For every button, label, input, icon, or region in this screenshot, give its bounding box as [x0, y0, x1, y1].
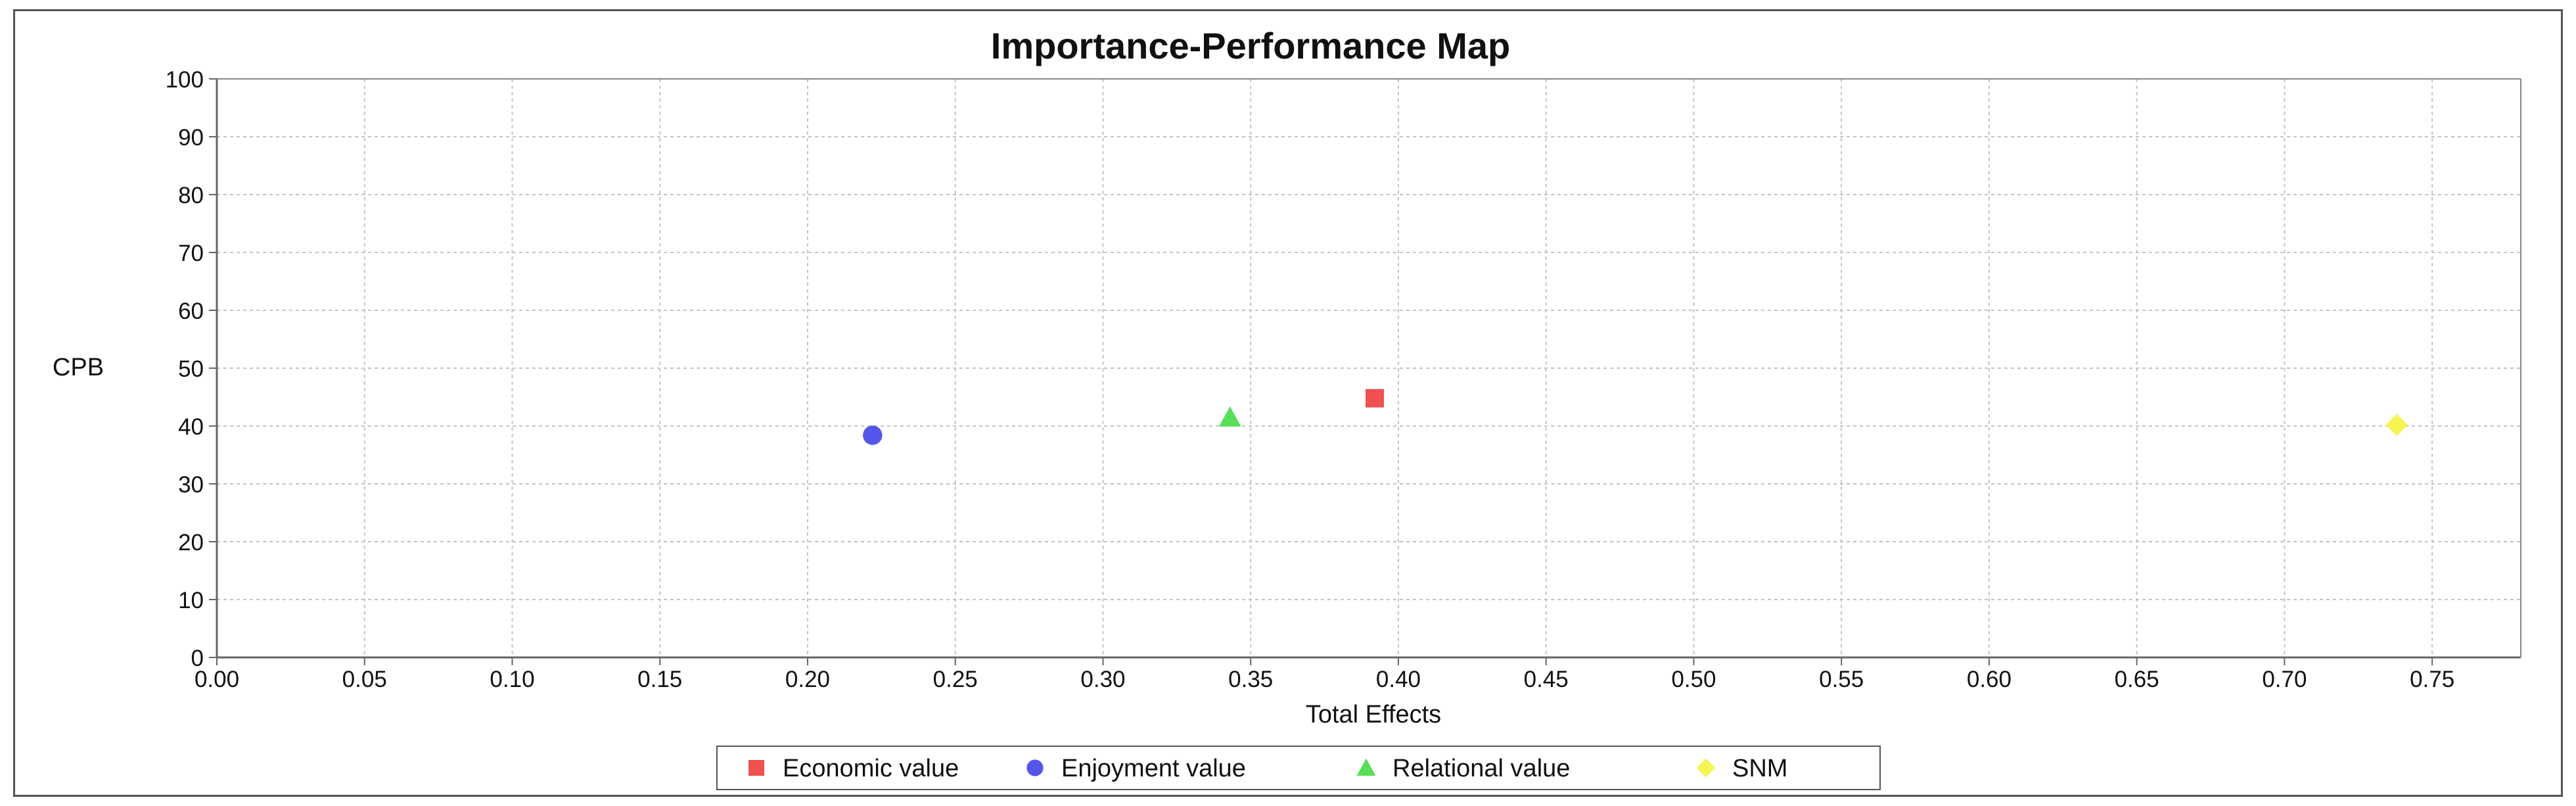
- legend-label-snm: SNM: [1732, 755, 1787, 782]
- chart-frame: Importance-Performance Map 0 10 20 30 40 50 60…: [13, 9, 2563, 797]
- x-tick-label: 0.45: [1524, 667, 1569, 692]
- plot-area: 0 10 20 30 40 50 60 70 80 90 100 0.00 0.05 0.10 0.15 0.…: [166, 67, 2521, 692]
- legend-marker-relational-value: [1356, 758, 1376, 776]
- y-tick-label: 100: [166, 67, 204, 93]
- chart-title: Importance-Performance Map: [991, 25, 1510, 66]
- data-point-economic-value: [1365, 389, 1384, 408]
- x-tick-label: 0.10: [490, 667, 534, 692]
- data-point-enjoyment-value: [863, 425, 883, 445]
- y-tick-label: 70: [178, 241, 204, 266]
- y-tick-label: 50: [178, 356, 204, 382]
- x-tick-label: 0.70: [2262, 667, 2307, 692]
- y-tick-label: 40: [178, 414, 204, 440]
- y-tick-label: 80: [178, 183, 204, 208]
- y-tick-label: 60: [178, 298, 204, 324]
- x-tick-label: 0.50: [1671, 667, 1716, 692]
- y-tick-label: 0: [191, 646, 204, 671]
- x-tick-label: 0.20: [785, 667, 830, 692]
- y-tick-label: 10: [178, 588, 204, 613]
- importance-performance-chart: Importance-Performance Map 0 10 20 30 40 50 60…: [53, 25, 2521, 790]
- legend-label-economic-value: Economic value: [783, 755, 959, 782]
- data-point-snm: [2385, 414, 2408, 437]
- x-tick-label: 0.30: [1080, 667, 1125, 692]
- x-tick-label: 0.75: [2410, 667, 2454, 692]
- legend-label-enjoyment-value: Enjoyment value: [1061, 755, 1246, 782]
- y-tick-label: 30: [178, 472, 204, 498]
- legend-marker-snm: [1696, 758, 1716, 778]
- x-tick-label: 0.15: [637, 667, 682, 692]
- x-tick-label: 0.00: [195, 667, 239, 692]
- legend-box: [716, 746, 1881, 790]
- legend-marker-economic-value: [748, 760, 764, 776]
- x-tick-label: 0.25: [933, 667, 978, 692]
- x-tick-label: 0.65: [2115, 667, 2159, 692]
- y-tick-label: 20: [178, 530, 204, 556]
- y-tick-label: 90: [178, 125, 204, 151]
- x-tick-label: 0.35: [1228, 667, 1273, 692]
- data-point-relational-value: [1218, 406, 1241, 427]
- x-axis-label: Total Effects: [1306, 701, 1441, 728]
- y-axis-label: CPB: [53, 354, 104, 381]
- legend-marker-enjoyment-value: [1026, 759, 1044, 776]
- legend: Economic value Enjoyment value Relational …: [716, 746, 1881, 790]
- x-tick-label: 0.55: [1819, 667, 1864, 692]
- x-tick-label: 0.60: [1967, 667, 2012, 692]
- x-tick-label: 0.05: [342, 667, 387, 692]
- legend-label-relational-value: Relational value: [1392, 755, 1570, 782]
- x-tick-label: 0.40: [1376, 667, 1421, 692]
